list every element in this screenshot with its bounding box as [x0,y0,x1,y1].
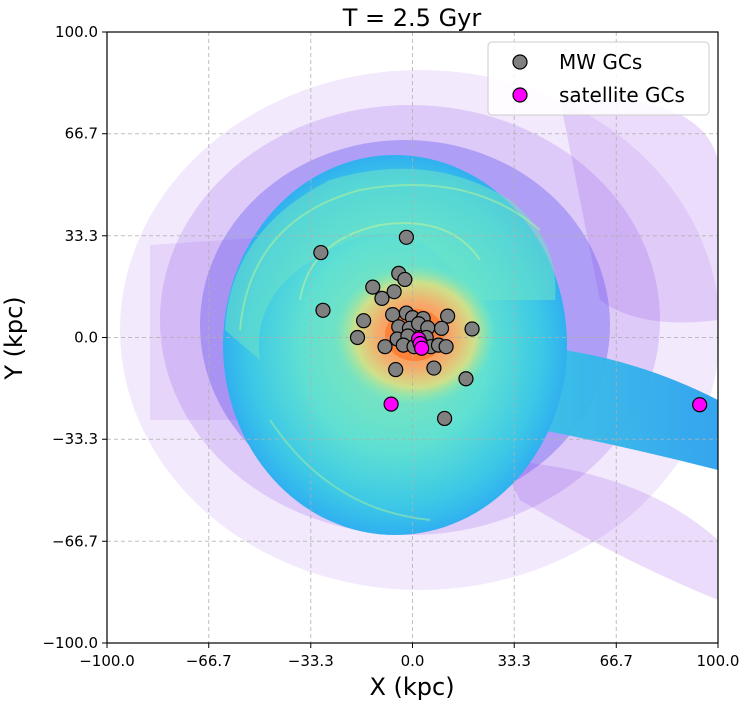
y-tick-label: −33.3 [52,430,98,448]
y-ticks: −100.0 −66.7 −33.3 0.0 33.3 66.7 100.0 [42,23,107,652]
mw-gc-point [378,340,392,354]
legend-label-satellite-gcs: satellite GCs [559,83,685,107]
mw-gc-point [399,230,413,244]
satellite-gc-point [415,341,429,355]
legend-marker-mw-gcs [513,55,527,69]
x-tick-label: 33.3 [498,652,531,670]
chart: −100.0 −66.7 −33.3 0.0 33.3 66.7 100.0 −100.0−… [0,0,747,706]
x-tick-label: 66.7 [600,652,633,670]
legend-label-mw-gcs: MW GCs [559,50,642,74]
mw-gc-point [439,340,453,354]
mw-gc-point [316,303,330,317]
x-axis-label: X (kpc) [369,673,454,701]
mw-gc-point [438,411,452,425]
y-tick-label: −100.0 [42,634,98,652]
mw-gc-point [398,272,412,286]
mw-gc-point [389,363,403,377]
chart-title: T = 2.5 Gyr [342,4,482,32]
mw-gc-point [465,322,479,336]
mw-gc-point [366,280,380,294]
mw-gc-point [375,291,389,305]
x-tick-label: −33.3 [288,652,334,670]
x-tick-label: 0.0 [401,652,425,670]
y-tick-label: 66.7 [65,125,98,143]
mw-gc-point [427,361,441,375]
mw-gc-point [351,331,365,345]
mw-gc-point [459,372,473,386]
legend-marker-satellite-gcs [513,88,527,102]
x-tick-label: 100.0 [697,652,740,670]
y-axis-label: Y (kpc) [0,296,28,380]
x-tick-label: −66.7 [186,652,232,670]
mw-gc-point [357,314,371,328]
y-tick-label: 33.3 [65,227,98,245]
y-tick-label: 0.0 [74,329,98,347]
mw-gc-point [314,246,328,260]
satellite-gc-point [693,398,707,412]
mw-gc-point [435,321,449,335]
legend: MW GCs satellite GCs [488,42,709,115]
satellite-gc-point [384,397,398,411]
y-tick-label: −66.7 [52,532,98,550]
x-tick-label: −100.0 [79,652,135,670]
y-tick-label: 100.0 [55,23,98,41]
x-ticks: −100.0 −66.7 −33.3 0.0 33.3 66.7 100.0 [79,643,739,670]
